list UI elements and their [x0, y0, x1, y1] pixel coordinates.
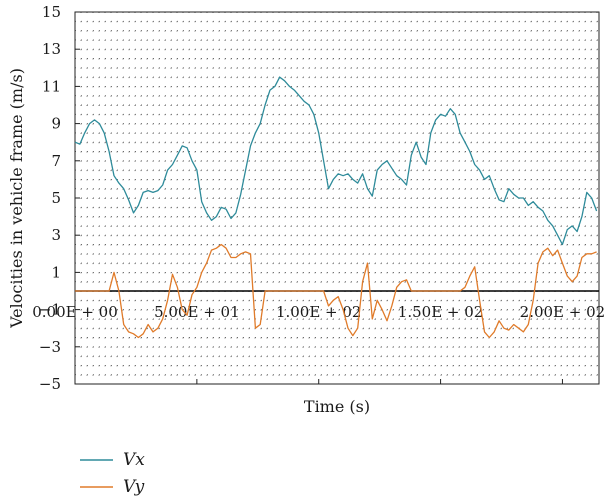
y-tick-label: −1 [39, 301, 61, 319]
series-group [74, 76, 598, 339]
legend-label-vy: Vy [123, 477, 145, 497]
series-line-vx [74, 76, 598, 246]
x-tick-label: 0.00E + 00 [32, 303, 118, 321]
y-tick-label: 9 [51, 115, 61, 133]
legend: Vx Vy [80, 450, 145, 497]
y-tick-label: 15 [42, 3, 61, 21]
x-tick-label: 1.00E + 02 [276, 303, 362, 321]
x-tick-label: 5.00E + 01 [154, 303, 240, 321]
y-tick-label: 3 [51, 226, 61, 244]
series-line-vy [75, 243, 597, 339]
x-axis-label: Time (s) [304, 397, 370, 416]
y-axis-ticks: 15 13 11 9 7 5 3 1 −1 −3 −5 [39, 3, 80, 393]
x-tick-label: 2.00E + 02 [520, 303, 606, 321]
y-tick-label: 13 [42, 40, 61, 58]
x-axis-ticks: 0.00E + 00 5.00E + 01 1.00E + 02 1.50E + 02… [32, 303, 605, 384]
y-tick-label: 5 [51, 189, 61, 207]
y-tick-label: −5 [39, 375, 61, 393]
y-tick-label: 7 [51, 152, 61, 170]
y-tick-label: 11 [42, 77, 61, 95]
y-axis-label: Velocities in vehicle frame (m/s) [7, 68, 26, 329]
legend-label-vx: Vx [123, 450, 145, 470]
x-tick-label: 1.50E + 02 [398, 303, 484, 321]
y-tick-label: −3 [39, 338, 61, 356]
y-tick-label: 1 [51, 263, 61, 281]
